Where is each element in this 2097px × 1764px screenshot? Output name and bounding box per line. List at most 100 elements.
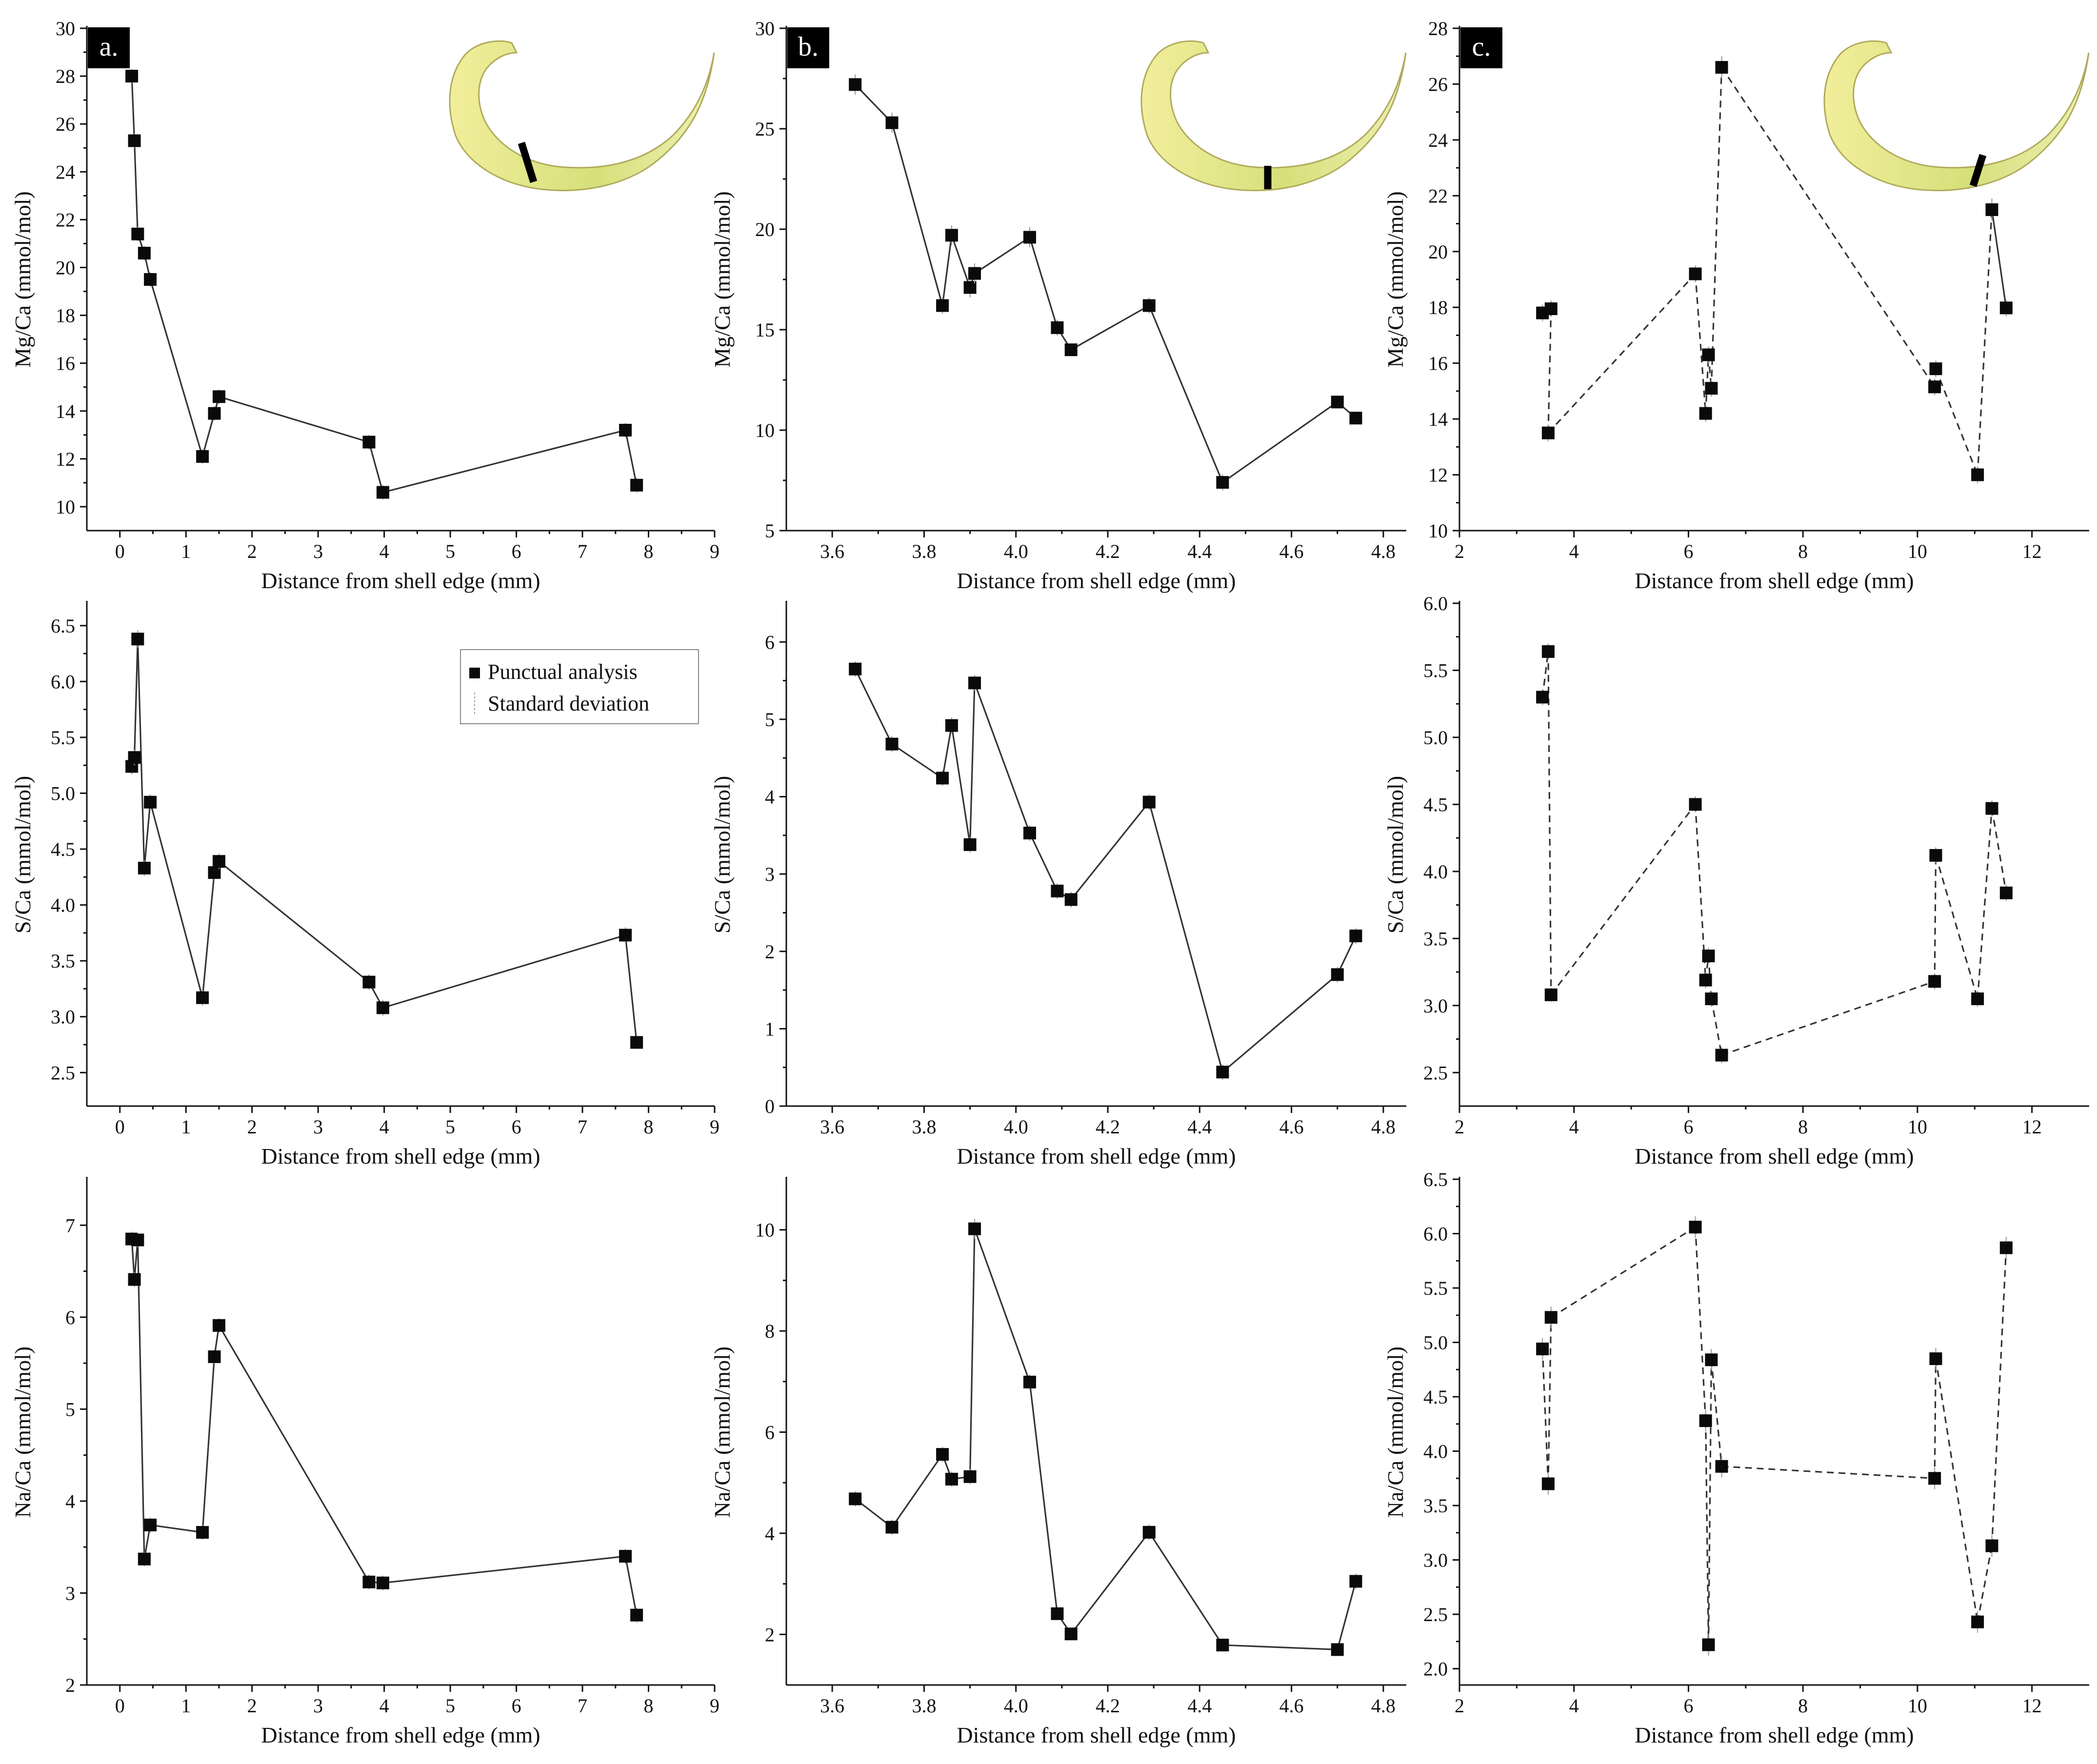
series-line-segment: [1222, 401, 1338, 483]
data-point: [1023, 231, 1036, 244]
y-tick-label: 2: [765, 941, 775, 963]
x-tick-label: 8: [1798, 1116, 1808, 1138]
series-line-segment: [1148, 305, 1223, 483]
y-tick-label: 10: [755, 1219, 775, 1241]
y-tick-label: 22: [1428, 185, 1448, 207]
data-point: [128, 751, 141, 764]
shell-section-marker: [518, 141, 538, 183]
series-line-segment: [1550, 804, 1696, 995]
x-tick-label: 3.8: [912, 540, 936, 562]
y-tick-label: 3: [765, 863, 775, 885]
data-point: [138, 861, 151, 874]
data-point: [936, 299, 949, 312]
panel-tag-label: b.: [798, 32, 819, 62]
x-tick-label: 6: [512, 540, 521, 562]
data-point: [128, 134, 141, 147]
x-tick-label: 4.2: [1096, 1695, 1120, 1717]
data-point: [376, 1576, 389, 1589]
x-tick-label: 2: [1455, 1116, 1464, 1138]
y-tick-label: 4.5: [51, 838, 75, 860]
series-line-segment: [150, 1524, 203, 1533]
data-point: [376, 1001, 389, 1014]
y-tick-label: 28: [56, 65, 75, 87]
series-line-segment: [149, 279, 203, 457]
y-axis-title: Mg/Ca (mmol/mol): [10, 191, 35, 368]
data-point: [1702, 1638, 1715, 1651]
y-tick-label: 5.5: [1423, 1277, 1448, 1299]
x-tick-label: 7: [578, 1116, 587, 1138]
series-line-segment: [218, 1325, 370, 1583]
series-line-segment: [1550, 1226, 1696, 1318]
x-tick-label: 3.8: [912, 1695, 936, 1717]
y-tick-label: 3.0: [1423, 995, 1448, 1017]
y-tick-label: 5.0: [1423, 1332, 1448, 1354]
series-line-segment: [969, 1229, 976, 1477]
data-point: [1985, 203, 1998, 216]
y-tick-label: 3.5: [1423, 1495, 1448, 1517]
data-point: [1023, 827, 1036, 840]
series-line-segment: [133, 140, 139, 234]
x-tick-label: 12: [2022, 1116, 2042, 1138]
y-tick-label: 14: [1428, 408, 1448, 430]
series-line-segment: [201, 1356, 216, 1533]
chart-panel-b-na: 2 4 6 8 10 3.6 3.8 4.0 4.2 4.4 4.6 4.8 Distance from…: [710, 1177, 1406, 1747]
x-axis-title: Distance from shell edge (mm): [261, 1723, 540, 1747]
x-tick-label: 4.8: [1371, 1695, 1396, 1717]
y-tick-label: 12: [56, 448, 75, 470]
series-line-segment: [951, 235, 971, 288]
x-tick-label: 4: [379, 540, 389, 562]
legend: Punctual analysis Standard deviation: [460, 649, 699, 724]
series-line-segment: [201, 872, 216, 998]
y-tick-label: 4.0: [1423, 1441, 1448, 1463]
data-point: [885, 116, 899, 129]
data-point: [1349, 1575, 1362, 1588]
x-tick-label: 2: [1455, 1695, 1464, 1717]
x-tick-label: 9: [710, 1695, 719, 1717]
series-line-segment: [1935, 855, 1978, 999]
data-point: [196, 1526, 209, 1539]
series-line-segment: [149, 802, 203, 998]
y-tick-label: 0: [765, 1095, 775, 1117]
x-axis-title: Distance from shell edge (mm): [261, 1144, 540, 1169]
x-tick-label: 4.0: [1004, 1116, 1028, 1138]
data-point: [1544, 988, 1558, 1001]
series-line-segment: [1991, 808, 2007, 893]
x-tick-label: 1: [181, 1116, 191, 1138]
y-tick-label: 14: [56, 400, 75, 422]
data-point: [1064, 343, 1078, 357]
y-tick-label: 6.0: [51, 671, 75, 693]
y-tick-label: 16: [1428, 353, 1448, 375]
y-tick-label: 4.0: [51, 894, 75, 916]
data-point: [1929, 1352, 1942, 1365]
data-point: [968, 1222, 981, 1235]
series-line-segment: [891, 1454, 943, 1528]
y-tick-label: 15: [755, 319, 775, 341]
x-tick-label: 4: [1569, 540, 1579, 562]
x-tick-label: 10: [1908, 1695, 1927, 1717]
legend-label-stddev: Standard deviation: [488, 692, 649, 715]
x-tick-label: 10: [1908, 540, 1927, 562]
series-line-segment: [382, 1555, 626, 1584]
data-point: [1349, 412, 1362, 425]
data-point: [1715, 61, 1728, 74]
data-point: [144, 795, 157, 809]
data-point: [1689, 1221, 1702, 1234]
y-tick-label: 6.5: [1423, 1169, 1448, 1190]
data-point: [131, 227, 144, 240]
y-tick-label: 6: [765, 1422, 775, 1444]
data-point: [1142, 1526, 1156, 1539]
series-line-segment: [382, 429, 626, 494]
y-tick-label: 3.0: [1423, 1549, 1448, 1571]
x-tick-label: 1: [181, 540, 191, 562]
x-tick-label: 9: [710, 540, 719, 562]
x-tick-label: 0: [115, 540, 125, 562]
series-line-segment: [1707, 1360, 1712, 1645]
data-point: [1699, 407, 1712, 420]
shell-outline: [1823, 40, 2090, 191]
data-point: [1064, 893, 1078, 906]
series-line-segment: [131, 76, 136, 141]
data-point: [1216, 1066, 1229, 1079]
shell-outline: [1140, 40, 1407, 191]
x-tick-label: 4.6: [1279, 1695, 1304, 1717]
